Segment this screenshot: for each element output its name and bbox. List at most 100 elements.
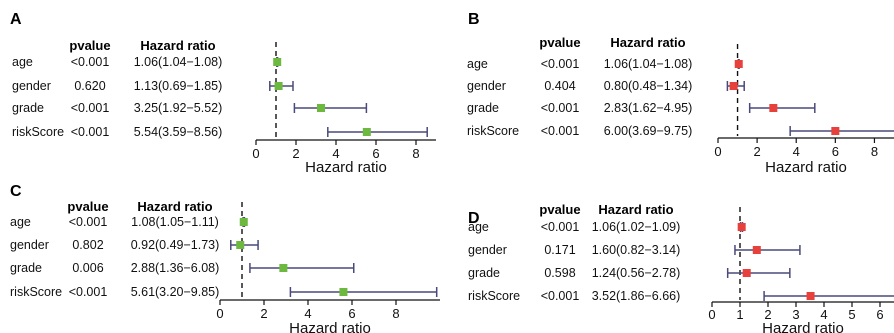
panel-letter: D — [468, 210, 480, 227]
panel-letter: A — [10, 11, 22, 28]
row-pvalue: <0.001 — [541, 289, 580, 303]
row-hazard-ratio-text: 3.25(1.92−5.52) — [134, 101, 223, 115]
row-hazard-ratio-text: 0.80(0.48−1.34) — [604, 79, 693, 93]
pvalue-column-header: pvalue — [67, 199, 108, 214]
hazard-ratio-point — [831, 127, 840, 135]
row-pvalue: 0.802 — [72, 238, 103, 252]
hazard-ratio-point — [317, 104, 325, 112]
pvalue-column-header: pvalue — [69, 38, 110, 53]
hazard-ratio-column-header: Hazard ratio — [598, 202, 673, 217]
x-tick-label: 0 — [708, 307, 715, 322]
row-variable-label: riskScore — [12, 125, 64, 139]
x-axis-title: Hazard ratio — [289, 320, 371, 333]
hazard-ratio-point — [734, 60, 743, 68]
x-tick-label: 0 — [714, 144, 721, 159]
x-tick-label: 6 — [876, 307, 883, 322]
panel-letter: B — [468, 11, 480, 28]
row-pvalue: 0.404 — [544, 79, 575, 93]
x-tick-label: 6 — [372, 146, 379, 161]
x-tick-label: 4 — [820, 307, 827, 322]
x-tick-label: 3 — [792, 307, 799, 322]
row-variable-label: grade — [10, 261, 42, 275]
row-variable-label: age — [468, 220, 489, 234]
pvalue-column-header: pvalue — [539, 202, 580, 217]
hazard-ratio-column-header: Hazard ratio — [140, 38, 215, 53]
row-pvalue: 0.006 — [72, 261, 103, 275]
x-tick-label: 2 — [260, 306, 267, 321]
row-hazard-ratio-text: 1.06(1.02−1.09) — [592, 220, 681, 234]
row-pvalue: <0.001 — [69, 285, 108, 299]
x-tick-label: 4 — [304, 306, 311, 321]
x-tick-label: 5 — [848, 307, 855, 322]
hazard-ratio-point — [239, 218, 248, 226]
hazard-ratio-column-header: Hazard ratio — [610, 35, 685, 50]
row-hazard-ratio-text: 1.60(0.82−3.14) — [592, 243, 681, 257]
row-variable-label: gender — [467, 79, 506, 93]
row-variable-label: age — [12, 55, 33, 69]
row-variable-label: gender — [468, 243, 507, 257]
row-hazard-ratio-text: 3.52(1.86−6.66) — [592, 289, 681, 303]
row-pvalue: <0.001 — [71, 125, 110, 139]
row-hazard-ratio-text: 2.88(1.36−6.08) — [131, 261, 220, 275]
hazard-ratio-point — [273, 58, 282, 66]
row-pvalue: <0.001 — [69, 215, 108, 229]
row-hazard-ratio-text: 1.06(1.04−1.08) — [134, 55, 223, 69]
hazard-ratio-point — [362, 128, 371, 136]
x-tick-label: 2 — [753, 144, 760, 159]
x-tick-label: 0 — [216, 306, 223, 321]
x-tick-label: 8 — [412, 146, 419, 161]
pvalue-column-header: pvalue — [539, 35, 580, 50]
x-tick-label: 0 — [252, 146, 259, 161]
hazard-ratio-point — [742, 269, 751, 277]
hazard-ratio-point — [806, 292, 815, 300]
row-pvalue: <0.001 — [71, 101, 110, 115]
row-pvalue: <0.001 — [541, 220, 580, 234]
row-variable-label: riskScore — [10, 285, 62, 299]
row-variable-label: age — [10, 215, 31, 229]
row-variable-label: riskScore — [468, 289, 520, 303]
x-axis-title: Hazard ratio — [765, 159, 847, 176]
row-hazard-ratio-text: 1.13(0.69−1.85) — [134, 79, 223, 93]
hazard-ratio-point — [737, 223, 746, 231]
x-tick-label: 8 — [871, 144, 878, 159]
hazard-ratio-point — [729, 82, 738, 90]
row-variable-label: grade — [467, 101, 499, 115]
row-hazard-ratio-text: 1.08(1.05−1.11) — [131, 215, 219, 229]
x-tick-label: 8 — [392, 306, 399, 321]
hazard-ratio-point — [274, 82, 283, 90]
hazard-ratio-point — [279, 264, 288, 272]
x-tick-label: 6 — [832, 144, 839, 159]
row-hazard-ratio-text: 0.92(0.49−1.73) — [131, 238, 220, 252]
row-hazard-ratio-text: 6.00(3.69−9.75) — [604, 124, 693, 138]
row-variable-label: gender — [12, 79, 51, 93]
row-hazard-ratio-text: 1.24(0.56−2.78) — [592, 266, 681, 280]
row-pvalue: 0.171 — [544, 243, 575, 257]
row-hazard-ratio-text: 1.06(1.04−1.08) — [604, 57, 693, 71]
hazard-ratio-point — [236, 241, 245, 249]
row-hazard-ratio-text: 2.83(1.62−4.95) — [604, 101, 693, 115]
row-pvalue: <0.001 — [541, 101, 580, 115]
hazard-ratio-column-header: Hazard ratio — [137, 199, 212, 214]
row-variable-label: age — [467, 57, 488, 71]
hazard-ratio-point — [339, 288, 348, 296]
x-tick-label: 4 — [793, 144, 800, 159]
x-tick-label: 2 — [764, 307, 771, 322]
x-axis-title: Hazard ratio — [762, 320, 844, 333]
x-tick-label: 6 — [348, 306, 355, 321]
x-tick-label: 4 — [332, 146, 339, 161]
row-pvalue: 0.598 — [544, 266, 575, 280]
row-variable-label: riskScore — [467, 124, 519, 138]
row-variable-label: grade — [12, 101, 44, 115]
row-pvalue: <0.001 — [541, 124, 580, 138]
row-hazard-ratio-text: 5.61(3.20−9.85) — [131, 285, 220, 299]
x-tick-label: 2 — [292, 146, 299, 161]
x-axis-title: Hazard ratio — [305, 159, 387, 176]
row-hazard-ratio-text: 5.54(3.59−8.56) — [134, 125, 223, 139]
hazard-ratio-point — [769, 104, 778, 112]
panel-letter: C — [10, 183, 22, 200]
